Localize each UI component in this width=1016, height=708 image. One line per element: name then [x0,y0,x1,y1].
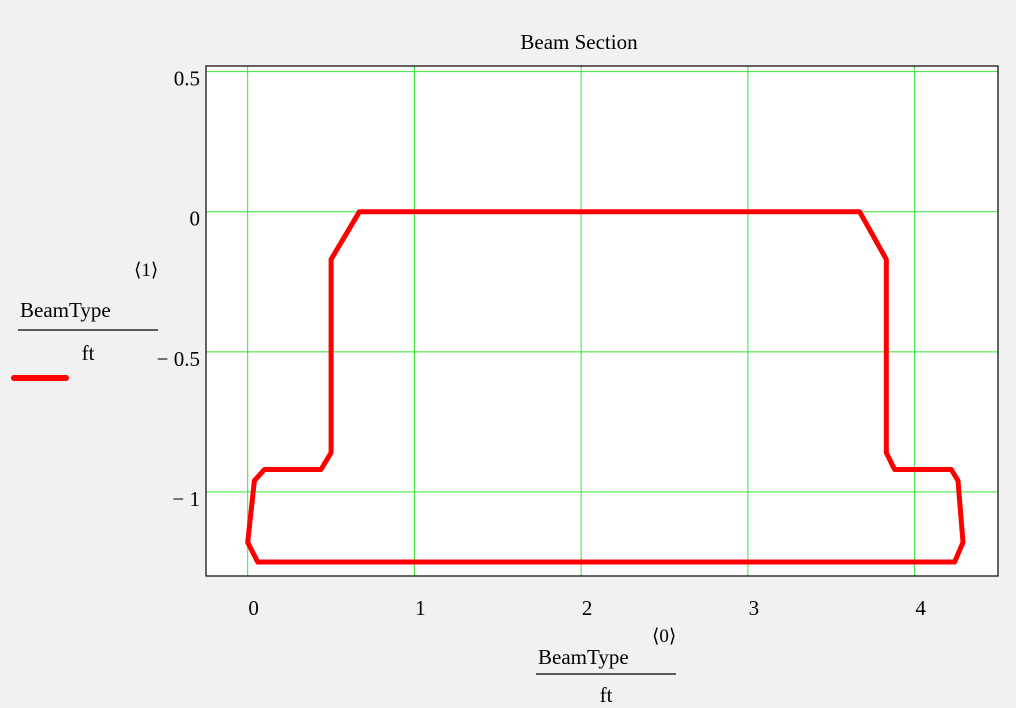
x-tick-label: 3 [749,596,760,620]
y-tick-label: − 1 [172,487,200,511]
series-line-beam-outline [245,209,966,565]
y-axis-label-superscript: ⟨1⟩ [134,260,158,281]
y-tick-labels: 0.5 0 − 0.5 − 1 [157,67,200,511]
y-axis-label: BeamType ⟨1⟩ ft [18,260,158,365]
x-axis-label: BeamType ⟨0⟩ ft [536,626,676,707]
series [245,209,966,565]
y-axis-label-denominator: ft [82,341,95,365]
x-tick-label: 1 [415,596,426,620]
x-tick-label: 0 [248,596,259,620]
y-tick-label: 0.5 [174,67,200,91]
chart-title: Beam Section [520,30,638,54]
x-tick-label: 4 [915,596,926,620]
y-axis-label-name: BeamType [20,298,111,322]
x-axis-label-name: BeamType [538,645,629,669]
x-axis-label-superscript: ⟨0⟩ [652,626,676,647]
y-tick-label: − 0.5 [157,347,200,371]
x-axis-label-denominator: ft [600,683,613,707]
x-tick-labels: 0 1 2 3 4 [248,596,926,620]
plot-area [206,66,998,576]
plot-border [205,65,999,577]
x-tick-label: 2 [582,596,593,620]
y-tick-label: 0 [190,207,201,231]
